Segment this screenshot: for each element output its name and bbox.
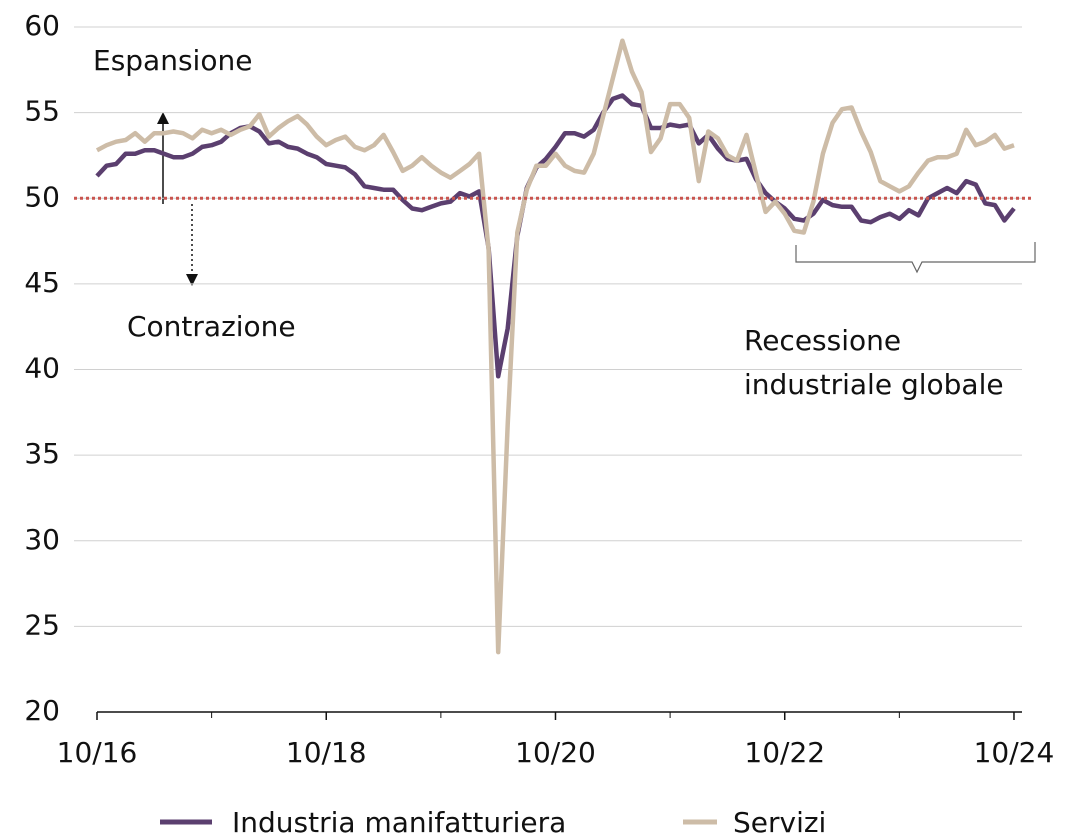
y-tick-label: 25 bbox=[24, 608, 60, 641]
y-tick-label: 30 bbox=[24, 523, 60, 556]
y-tick-label: 40 bbox=[24, 352, 60, 385]
y-tick-label: 60 bbox=[24, 9, 60, 42]
x-tick-label: 10/16 bbox=[57, 736, 138, 769]
y-tick-label: 45 bbox=[24, 266, 60, 299]
x-tick-label: 10/18 bbox=[286, 736, 367, 769]
annotation-recession: industriale globale bbox=[744, 368, 1004, 401]
recession-brace bbox=[795, 242, 1036, 274]
x-tick-label: 10/20 bbox=[515, 736, 596, 769]
y-tick-label: 35 bbox=[24, 437, 60, 470]
y-tick-label: 50 bbox=[24, 180, 60, 213]
x-tick-label: 10/22 bbox=[744, 736, 825, 769]
annotation-expansion: Espansione bbox=[93, 44, 252, 77]
contraction-arrowhead bbox=[186, 274, 198, 286]
series-line bbox=[95, 38, 1015, 655]
x-tick-label: 10/24 bbox=[974, 736, 1055, 769]
legend-label: Industria manifatturiera bbox=[232, 806, 566, 838]
y-tick-label: 55 bbox=[24, 95, 60, 128]
legend-label: Servizi bbox=[733, 806, 826, 838]
annotation-contraction: Contrazione bbox=[127, 310, 296, 343]
y-tick-label: 20 bbox=[24, 694, 60, 727]
expansion-arrowhead bbox=[157, 112, 169, 124]
annotation-recession: Recessione bbox=[744, 324, 901, 357]
